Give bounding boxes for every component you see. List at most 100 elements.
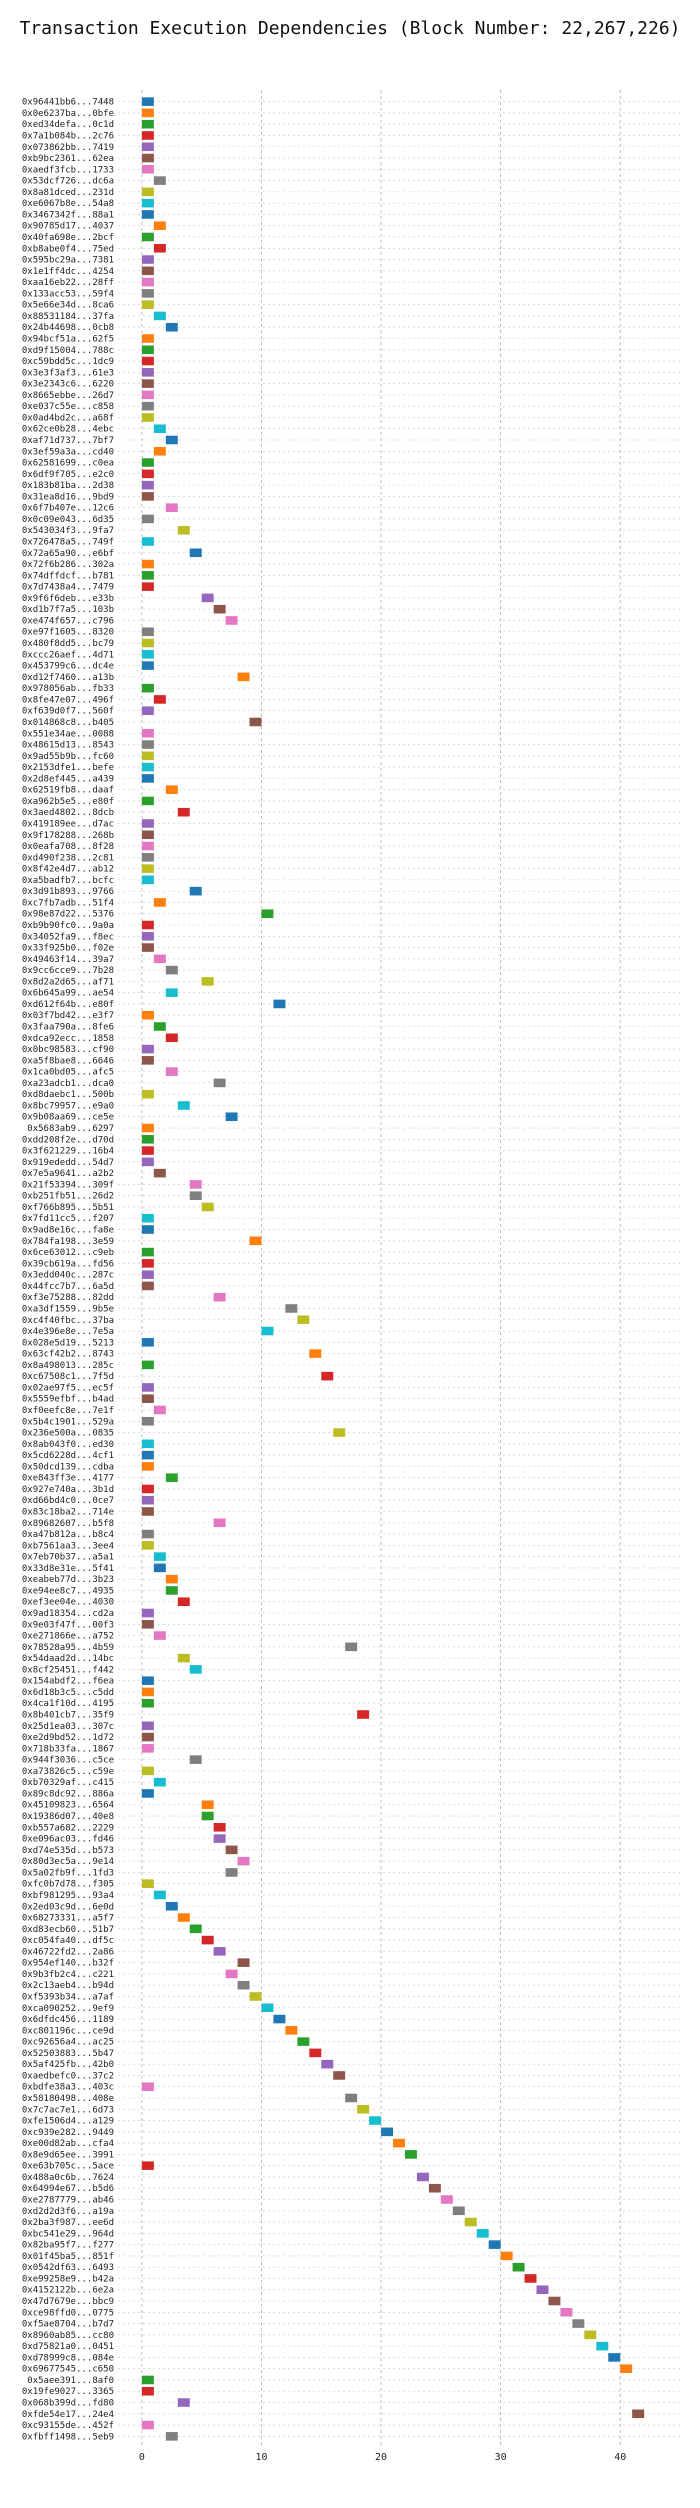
y-label-tx-32: 0x62581699...c0ea xyxy=(22,459,114,469)
y-label-tx-16: 0xaa16eb22...28ff xyxy=(22,278,114,288)
y-label-tx-57: 0x48615d13...8543 xyxy=(22,741,114,751)
y-label-tx-196: 0xce98ffd0...0775 xyxy=(22,2308,114,2318)
y-label-tx-111: 0x63cf42b2...8743 xyxy=(22,1350,114,1360)
y-label-tx-55: 0x014868c8...b405 xyxy=(22,718,114,728)
y-label-tx-149: 0xb70329af...c415 xyxy=(22,1778,114,1788)
y-label-tx-89: 0x8bc79957...e9a0 xyxy=(22,1101,114,1111)
bar-tx-150 xyxy=(141,1789,154,1798)
bar-tx-84 xyxy=(141,1044,154,1054)
y-label-tx-88: 0xd8daebc1...500b xyxy=(22,1090,114,1100)
y-label-tx-21: 0x94bcf51a...62f5 xyxy=(22,334,114,344)
y-label-tx-175: 0xaedbefc0...37c2 xyxy=(22,2071,114,2081)
y-label-tx-102: 0x6ce63012...c9eb xyxy=(22,1248,114,1258)
bar-tx-147 xyxy=(189,1755,202,1764)
y-label-tx-148: 0xa73826c5...c59e xyxy=(22,1767,114,1777)
bar-tx-149 xyxy=(153,1777,166,1787)
bar-tx-97 xyxy=(189,1191,202,1200)
y-label-tx-129: 0x7eb70b37...a5a1 xyxy=(22,1553,114,1563)
y-label-tx-39: 0x726478a5...749f xyxy=(22,538,114,548)
bar-tx-136 xyxy=(153,1631,166,1640)
y-label-tx-177: 0x58180498...408e xyxy=(22,2094,114,2104)
bar-tx-153 xyxy=(213,1823,226,1832)
bar-tx-133 xyxy=(177,1597,190,1607)
bar-tx-73 xyxy=(141,920,154,930)
y-label-tx-172: 0xc92656a4...ac25 xyxy=(22,2038,114,2048)
bar-tx-86 xyxy=(165,1067,178,1076)
bar-tx-169 xyxy=(261,2003,274,2013)
y-label-tx-133: 0xef3ee04e...4030 xyxy=(22,1598,114,1608)
y-label-tx-159: 0xbf981295...93a4 xyxy=(22,1891,114,1901)
bar-tx-66 xyxy=(141,841,154,851)
y-label-tx-167: 0x2c13aeb4...b94d xyxy=(22,1981,114,1991)
y-label-tx-110: 0x028e5d19...5213 xyxy=(22,1338,114,1348)
bar-tx-199 xyxy=(596,2341,609,2351)
bar-tx-41 xyxy=(141,559,154,569)
bar-tx-100 xyxy=(141,1225,154,1234)
bar-tx-35 xyxy=(141,492,154,501)
y-label-tx-69: 0xa5badfb7...bcfc xyxy=(22,876,114,886)
y-label-tx-145: 0xe2d9bd52...1d72 xyxy=(22,1733,114,1743)
bar-tx-39 xyxy=(141,537,154,546)
bar-tx-75 xyxy=(141,943,154,952)
y-label-tx-108: 0xc4f40fbc...37ba xyxy=(22,1316,114,1326)
bar-tx-125 xyxy=(141,1507,154,1516)
bar-tx-156 xyxy=(237,1856,250,1866)
y-label-tx-162: 0xd83ecb60...51b7 xyxy=(22,1925,114,1935)
y-label-tx-192: 0x0542df63...6493 xyxy=(22,2263,114,2273)
y-label-tx-146: 0x718b33fa...1867 xyxy=(22,1744,114,1754)
bar-tx-85 xyxy=(141,1056,154,1065)
bar-tx-103 xyxy=(141,1259,154,1268)
bar-tx-113 xyxy=(321,1371,334,1381)
y-label-tx-49: 0xccc26aef...4d71 xyxy=(22,650,114,660)
y-label-tx-85: 0xa5f8bae8...6646 xyxy=(22,1056,114,1066)
bar-tx-69 xyxy=(141,875,154,885)
bar-tx-63 xyxy=(177,807,190,817)
bar-tx-124 xyxy=(141,1495,154,1505)
bar-tx-116 xyxy=(153,1405,166,1415)
bar-tx-29 xyxy=(153,424,166,434)
bar-tx-14 xyxy=(141,255,154,264)
bar-tx-123 xyxy=(141,1484,154,1494)
y-label-tx-161: 0x68273331...a5f7 xyxy=(22,1914,114,1924)
y-label-tx-24: 0x3e3f3af3...61e3 xyxy=(22,368,114,378)
x-tick-40: 40 xyxy=(614,2452,626,2463)
y-label-tx-147: 0x944f3036...c5ce xyxy=(22,1756,114,1766)
bar-tx-59 xyxy=(141,762,154,772)
bar-tx-140 xyxy=(141,1676,154,1685)
bar-tx-109 xyxy=(261,1326,274,1336)
y-label-tx-45: 0xd1b7f7a5...103b xyxy=(22,605,114,615)
y-label-tx-77: 0x9cc6cce9...7b28 xyxy=(22,966,114,976)
bar-tx-46 xyxy=(225,616,238,625)
y-label-tx-163: 0xc054fa40...df5c xyxy=(22,1936,114,1946)
bar-tx-20 xyxy=(165,322,178,332)
y-label-tx-72: 0x98e87d22...5376 xyxy=(22,910,114,920)
bar-tx-164 xyxy=(213,1947,226,1956)
y-label-tx-62: 0xa962b5e5...e80f xyxy=(22,797,114,807)
bar-tx-183 xyxy=(141,2161,154,2170)
y-label-tx-136: 0xe271866e...a752 xyxy=(22,1632,114,1642)
y-label-tx-95: 0x7e5a9641...a2b2 xyxy=(22,1169,114,1179)
bar-tx-48 xyxy=(141,638,154,648)
y-label-tx-113: 0xc67508c1...7f5d xyxy=(22,1372,114,1382)
y-label-tx-6: 0xaedf3fcb...1733 xyxy=(22,165,114,175)
y-label-tx-193: 0xe99258e9...b42a xyxy=(22,2274,114,2284)
y-label-tx-158: 0xfc0b7d78...f305 xyxy=(22,1880,114,1890)
y-label-tx-46: 0xe474f657...c796 xyxy=(22,616,114,626)
bar-tx-12 xyxy=(141,232,154,242)
bar-tx-114 xyxy=(141,1383,154,1392)
y-label-tx-194: 0x4152122b...6e2a xyxy=(22,2286,114,2296)
bar-tx-62 xyxy=(141,796,154,806)
bar-tx-5 xyxy=(141,153,154,163)
bar-tx-1 xyxy=(141,108,154,118)
bar-tx-151 xyxy=(201,1800,214,1810)
bar-tx-155 xyxy=(225,1845,238,1855)
bar-tx-104 xyxy=(141,1270,154,1279)
y-label-tx-83: 0xdca92ecc...1858 xyxy=(22,1034,114,1044)
y-label-tx-84: 0x0bc98583...cf90 xyxy=(22,1045,114,1055)
bar-tx-8 xyxy=(141,187,154,197)
x-tick-20: 20 xyxy=(375,2452,387,2463)
bar-tx-44 xyxy=(201,593,214,603)
bar-tx-51 xyxy=(237,672,250,682)
bar-tx-102 xyxy=(141,1247,154,1257)
bar-tx-187 xyxy=(452,2206,465,2216)
